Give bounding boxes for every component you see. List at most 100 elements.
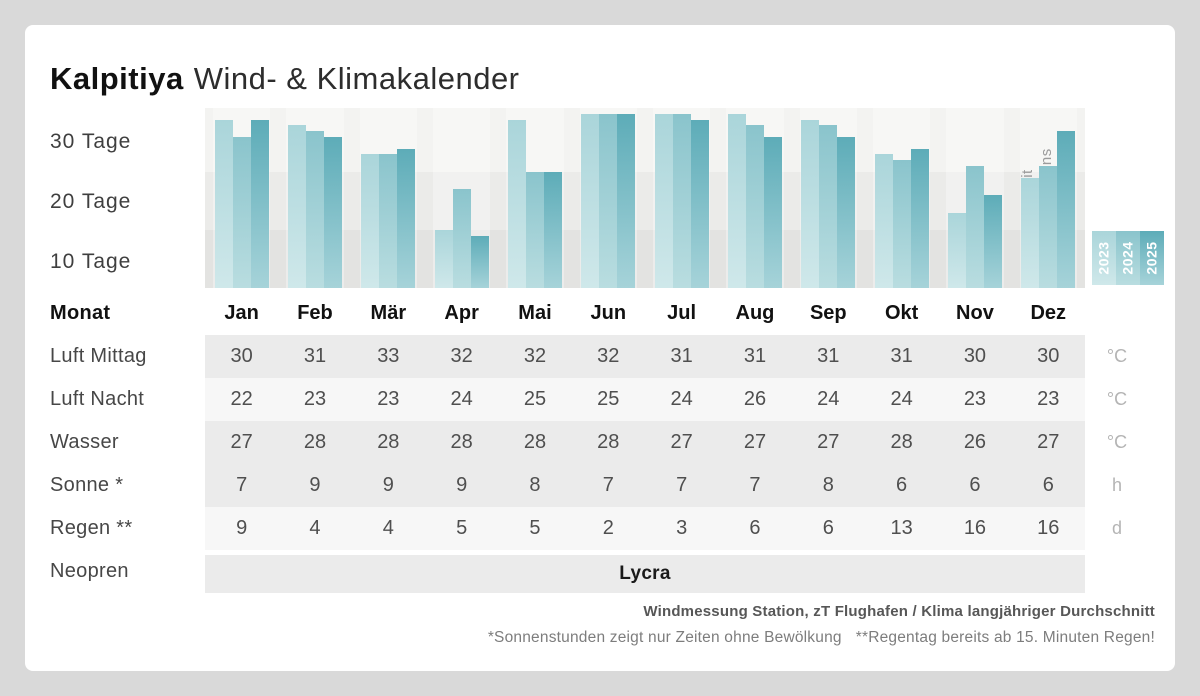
- footnote-rain: **Regentag bereits ab 15. Minuten Regen!: [855, 629, 1155, 646]
- cell-apr: 5: [456, 517, 468, 539]
- bar-2023-feb: [287, 125, 306, 288]
- row-band: Lycra: [205, 550, 1085, 593]
- page-title: Kalpitiya Wind- & Klimakalender: [50, 61, 520, 97]
- row-band: 7 9 9 9 8 7 7 7 8 6 6 6: [205, 464, 1085, 507]
- cell-nov: 16: [963, 517, 987, 539]
- month-header-sep: Sep: [809, 302, 847, 324]
- cell-dez: 27: [1037, 431, 1060, 453]
- row-span-value: Lycra: [619, 563, 671, 584]
- cell-mär: 28: [377, 431, 400, 453]
- cell-feb: 28: [303, 431, 327, 453]
- bar-2025-feb: [323, 137, 342, 288]
- cell-okt: 31: [890, 345, 913, 367]
- cell-jan: 27: [230, 431, 253, 453]
- month-header-mär: Mär: [370, 302, 407, 324]
- cell-okt: 13: [890, 517, 913, 539]
- chart-column-sep: [792, 108, 865, 288]
- row-label: Wasser: [50, 431, 119, 453]
- month-header-aug: Aug: [735, 302, 775, 324]
- cell-jun: 28: [597, 431, 620, 453]
- row-unit: d: [1111, 518, 1122, 538]
- table-row-neopren: Neopren Lycra: [25, 550, 1175, 593]
- table-header-label: Monat: [50, 302, 111, 324]
- row-band: 22 23 23 24 25 25 24 26 24 24 23 23: [205, 378, 1085, 421]
- chart-column-feb: [278, 108, 351, 288]
- cell-sep: 24: [817, 388, 840, 410]
- bar-2024-apr: [452, 189, 471, 288]
- bar-2024-dez: [1039, 166, 1058, 288]
- row-unit: h: [1111, 475, 1122, 495]
- cell-apr: 9: [456, 474, 468, 496]
- cell-nov: 26: [963, 431, 987, 453]
- cell-feb: 9: [309, 474, 321, 496]
- legend-chip-label-2024: 2024: [1120, 241, 1136, 275]
- bar-2024-aug: [745, 125, 764, 288]
- chart-column-apr: [425, 108, 498, 288]
- bar-2025-sep: [837, 137, 856, 288]
- chart-column-dez: [1012, 108, 1085, 288]
- cell-jun: 25: [597, 388, 620, 410]
- cell-aug: 7: [749, 474, 761, 496]
- cell-okt: 6: [896, 474, 908, 496]
- table-row-luft-nacht: Luft Nacht 22 23 23 24 25 25 24 26 24 24 23 23 °C: [25, 378, 1175, 421]
- table-row-sonne: Sonne * 7 9 9 9 8 7 7 7 8 6 6 6 h: [25, 464, 1175, 507]
- month-header-apr: Apr: [444, 302, 479, 324]
- calendar-card: Kalpitiya Wind- & Klimakalender 30 Tage 2…: [25, 25, 1175, 671]
- bar-2023-jul: [654, 114, 673, 288]
- row-band: 30 31 33 32 32 32 31 31 31 31 30 30: [205, 335, 1085, 378]
- bar-2025-mär: [397, 149, 416, 288]
- cell-dez: 16: [1037, 517, 1060, 539]
- cell-jun: 7: [602, 474, 614, 496]
- row-band: 27 28 28 28 28 28 27 27 27 28 26 27: [205, 421, 1085, 464]
- bar-2023-sep: [801, 120, 820, 288]
- cell-dez: 23: [1037, 388, 1060, 410]
- chart-column-okt: [865, 108, 938, 288]
- row-unit: °C: [1106, 432, 1128, 452]
- title-subtitle: Wind- & Klimakalender: [193, 61, 520, 96]
- bar-2024-feb: [305, 131, 324, 288]
- bar-2025-aug: [763, 137, 782, 288]
- cell-jun: 2: [602, 517, 614, 539]
- chart-band-20-30: [205, 108, 1085, 172]
- bar-2023-apr: [434, 230, 453, 288]
- cell-sep: 31: [817, 345, 840, 367]
- bar-2023-nov: [947, 213, 966, 288]
- cell-mär: 9: [382, 474, 394, 496]
- chart-columns: [205, 108, 1085, 288]
- cell-sep: 27: [817, 431, 840, 453]
- table-header-row: Monat Jan Feb Mär Apr Mai Jun Jul Aug Sep Okt Nov De…: [25, 292, 1175, 335]
- cell-jul: 7: [676, 474, 688, 496]
- row-band: 9 4 4 5 5 2 3 6 6 13 16 16: [205, 507, 1085, 550]
- cell-jan: 7: [236, 474, 248, 496]
- cell-mai: 25: [523, 388, 547, 410]
- chart-band-0-10: [205, 230, 1085, 288]
- row-unit: °C: [1106, 389, 1128, 409]
- cell-nov: 30: [963, 345, 987, 367]
- bar-2024-jan: [232, 137, 251, 288]
- row-label: Neopren: [50, 560, 129, 582]
- cell-feb: 23: [303, 388, 327, 410]
- row-label: Luft Mittag: [50, 345, 147, 367]
- cell-jan: 22: [230, 388, 253, 410]
- y-tick-30: 30 Tage: [50, 130, 132, 153]
- month-header-dez: Dez: [1030, 302, 1067, 324]
- cell-apr: 24: [450, 388, 473, 410]
- cell-jun: 32: [597, 345, 620, 367]
- cell-jul: 3: [676, 517, 688, 539]
- table-row-wasser: Wasser 27 28 28 28 28 28 27 27 27 28 26 27 °C: [25, 421, 1175, 464]
- cell-jan: 9: [236, 517, 248, 539]
- bar-2024-mär: [379, 154, 398, 288]
- bar-2025-mai: [543, 172, 562, 288]
- legend-chip-2024: 2024: [1116, 231, 1140, 285]
- chart-column-aug: [718, 108, 791, 288]
- bar-2024-okt: [892, 160, 911, 288]
- footer-source: Windmessung Station, zT Flughafen / Klim…: [643, 603, 1155, 620]
- cell-mär: 33: [377, 345, 400, 367]
- cell-jul: 24: [670, 388, 693, 410]
- table-row-luft-mittag: Luft Mittag 30 31 33 32 32 32 31 31 31 31 30 30 °C: [25, 335, 1175, 378]
- cell-nov: 23: [963, 388, 987, 410]
- bar-2025-nov: [983, 195, 1002, 288]
- chart-column-jun: [572, 108, 645, 288]
- month-header-jan: Jan: [224, 302, 259, 324]
